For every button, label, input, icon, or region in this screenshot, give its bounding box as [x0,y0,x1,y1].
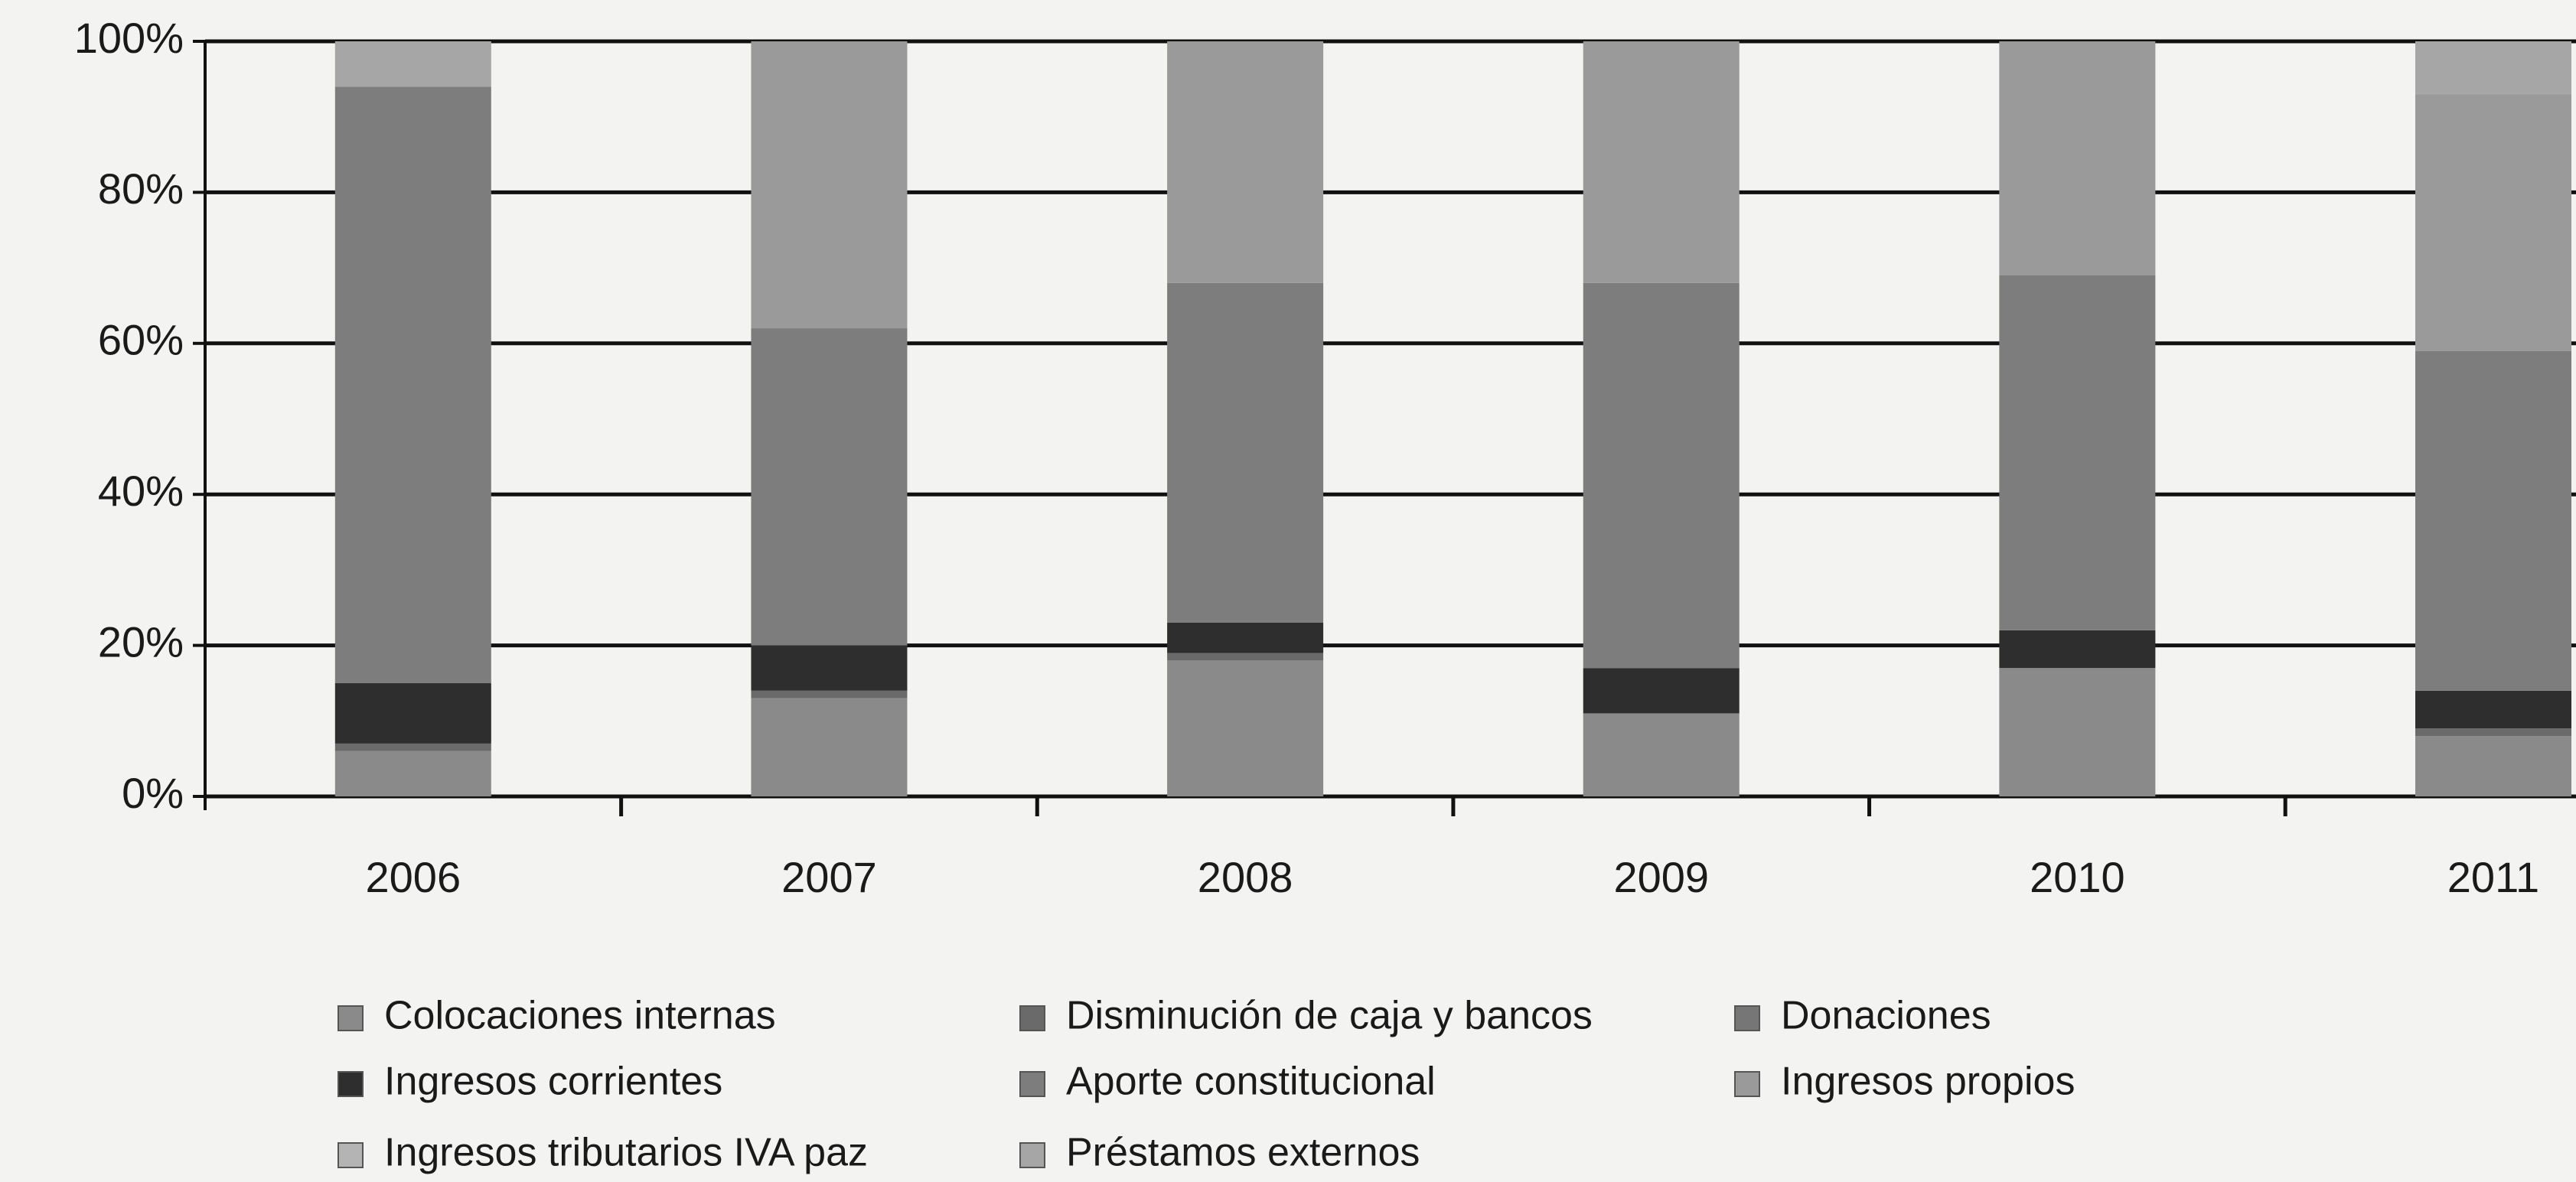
legend-swatch [337,1005,364,1031]
bar-segment [1999,630,2156,669]
legend-swatch [1734,1071,1760,1097]
bar-segment [751,690,908,698]
bar-segment [2415,736,2571,796]
bar-segment [751,41,908,329]
legend-label: Colocaciones internas [384,994,776,1038]
y-tick-label: 80% [98,164,184,213]
y-tick-label: 40% [98,467,184,515]
bar-segment [1999,41,2156,275]
x-tick-label: 2008 [1198,853,1293,901]
bar-segment [1167,660,1324,796]
legend-swatch [1019,1005,1045,1031]
y-tick-label: 20% [98,617,184,666]
bar-segment [1583,41,1740,283]
bar-segment [2415,41,2571,95]
bar-segment [1999,275,2156,630]
bar-segment [334,682,491,744]
legend-swatch [337,1071,364,1097]
bar-segment [1167,622,1324,653]
legend-swatch [1019,1071,1045,1097]
legend-label: Ingresos propios [1781,1060,2075,1104]
y-tick-label: 100% [74,14,184,62]
bar-segment [1583,713,1740,796]
x-tick-label: 2009 [1613,853,1709,901]
legend-swatch [1734,1005,1760,1031]
bar-segment [334,751,491,796]
bar-segment [1167,653,1324,661]
legend-swatch [1019,1142,1045,1168]
x-tick-label: 2006 [366,853,461,901]
bar-segment [2415,94,2571,351]
y-tick-label: 0% [122,769,184,817]
bar-segment [2415,350,2571,691]
legend-label: Aporte constitucional [1066,1060,1436,1104]
x-tick-label: 2010 [2030,853,2125,901]
legend-label: Ingresos corrientes [384,1060,722,1104]
bar-segment [334,743,491,751]
legend-label: Donaciones [1781,994,1991,1038]
bar-segment [2415,690,2571,729]
bar-segment [2415,728,2571,737]
bar-segment [334,41,491,87]
x-tick-label: 2011 [2447,853,2539,901]
bar-segment [751,698,908,796]
bar-segment [1167,282,1324,623]
bar-segment [751,645,908,691]
bar-segment [1167,41,1324,283]
legend-label: Disminución de caja y bancos [1066,994,1593,1038]
bar-segment [1583,282,1740,669]
bar-segment [1999,668,2156,796]
bar-segment [334,86,491,683]
legend-swatch [337,1142,364,1168]
bar-segment [751,328,908,646]
bar-segment [1583,668,1740,714]
legend-label: Ingresos tributarios IVA paz [384,1131,868,1175]
legend-label: Préstamos externos [1066,1131,1420,1175]
y-tick-label: 60% [98,316,184,364]
x-tick-label: 2007 [781,853,877,901]
